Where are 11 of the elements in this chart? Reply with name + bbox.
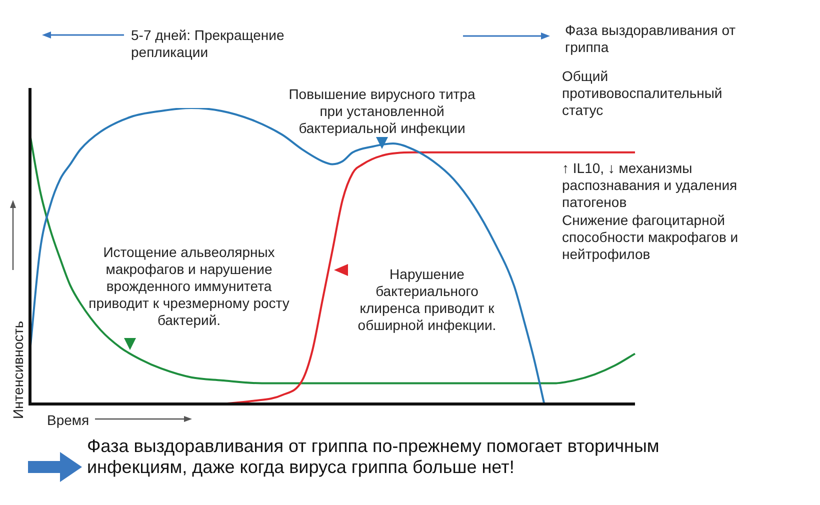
annotation: Общий противовоспалительный статус: [562, 68, 724, 119]
annotation: Истощение альвеолярных макрофагов и нарушение врожденного иммунитета приводит к чрезмерному росту бактерий.: [88, 244, 290, 329]
annotation: Снижение фагоцитарной способности макрофагов и нейтрофилов: [562, 212, 740, 263]
y-axis-title: Интенсивность: [10, 320, 26, 422]
annotation: ↑ IL10, ↓ механизмы распознавания и удаления патогенов: [562, 160, 738, 211]
annotation: Повышение вирусного титра при установленной бактериальной инфекции: [288, 86, 476, 137]
text: 5-7 дней: Прекращение репликации: [131, 27, 286, 61]
text: Фаза выздоравливания от гриппа по-прежнему помогает вторичным инфекциям, даже когда вируса гриппа больше нет!: [87, 436, 660, 478]
text: Фаза выздоравливания от гриппа: [565, 22, 737, 56]
x-axis-title: Время: [47, 412, 90, 428]
annotation: Нарушение бактериального клиренса приводит к обширной инфекции.: [356, 266, 498, 334]
